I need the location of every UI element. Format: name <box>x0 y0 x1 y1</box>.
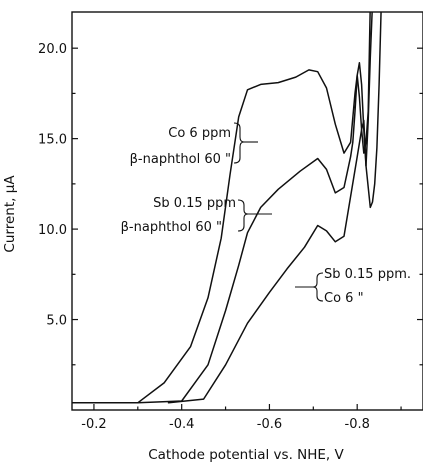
annotation-sb-naphthol-line1: Sb 0.15 ppm <box>153 196 236 211</box>
plot-frame <box>71 11 423 411</box>
x-tick-label: -0.4 <box>169 417 194 432</box>
annotation-sb-co-line1: Sb 0.15 ppm. <box>324 267 411 282</box>
annotation-sb-co-line2: Co 6 " <box>324 291 364 306</box>
y-axis-title: Current, µA <box>2 175 18 253</box>
series-line-3 <box>167 12 382 404</box>
x-tick-label: -0.2 <box>81 417 106 432</box>
annotation-sb-co: Sb 0.15 ppm. Co 6 " <box>295 267 411 306</box>
x-tick-label: -0.6 <box>257 417 282 432</box>
annotation-co-naphthol-line2: β-naphthol 60 " <box>130 152 231 167</box>
annotation-sb-naphthol-bracket <box>237 199 249 232</box>
annotation-co-naphthol: Co 6 ppm β-naphthol 60 " <box>130 122 258 167</box>
annotation-sb-co-bracket <box>312 272 324 302</box>
y-tick-label: 15.0 <box>38 133 67 148</box>
x-axis-ticks: -0.2 -0.4 -0.6 -0.8 <box>81 404 402 432</box>
series-line-2 <box>137 12 373 404</box>
annotation-sb-naphthol: Sb 0.15 ppm β-naphthol 60 " <box>121 196 272 235</box>
y-tick-label: 5.0 <box>46 314 67 329</box>
y-tick-label: 20.0 <box>38 42 67 57</box>
y-axis-ticks: 5.0 10.0 15.0 20.0 <box>38 42 423 366</box>
x-axis-title: Cathode potential vs. NHE, V <box>148 447 344 463</box>
x-tick-label: -0.8 <box>345 417 370 432</box>
series-curves <box>72 12 382 404</box>
y-tick-label: 10.0 <box>38 223 67 238</box>
annotation-co-naphthol-line1: Co 6 ppm <box>168 126 231 141</box>
annotation-sb-naphthol-line2: β-naphthol 60 " <box>121 220 222 235</box>
